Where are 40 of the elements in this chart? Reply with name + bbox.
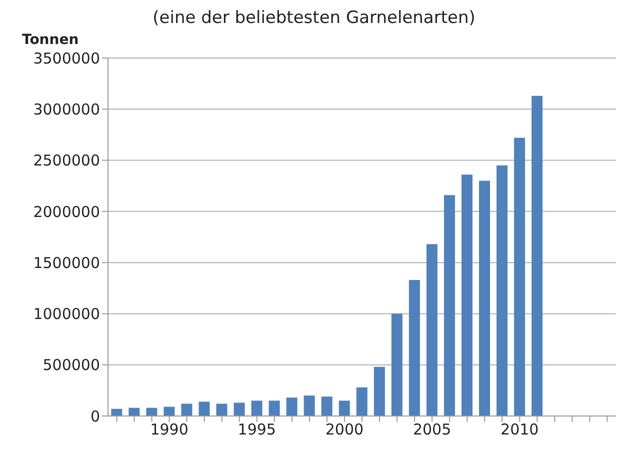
- y-tick-label: 500000: [42, 356, 100, 374]
- y-tick-label: 0: [90, 407, 100, 426]
- bar: [268, 400, 280, 416]
- bar: [391, 314, 402, 416]
- bar: [444, 195, 455, 416]
- bar: [216, 404, 228, 416]
- bar: [164, 406, 175, 416]
- bar: [408, 280, 420, 416]
- bar: [234, 402, 245, 416]
- y-tick-label: 3000000: [33, 100, 100, 118]
- bar: [426, 244, 438, 416]
- bar: [532, 96, 543, 416]
- bar: [146, 408, 158, 416]
- bar: [181, 404, 192, 416]
- x-tick-label: 1995: [238, 420, 276, 439]
- y-tick-label: 2500000: [33, 152, 100, 170]
- bar: [198, 402, 210, 416]
- bar: [251, 400, 262, 416]
- x-tick-label: 1990: [150, 420, 188, 439]
- x-tick-label: 2010: [500, 420, 539, 439]
- bar: [304, 396, 315, 416]
- bar: [496, 165, 508, 416]
- y-tick-label: 1000000: [33, 305, 100, 324]
- chart-subtitle: (eine der beliebtesten Garnelenarten): [152, 8, 476, 28]
- y-axis-title: Tonnen: [22, 32, 79, 48]
- bar: [111, 408, 122, 416]
- y-tick-label: 3500000: [33, 49, 100, 68]
- bar: [321, 396, 332, 416]
- bar: [338, 400, 350, 416]
- bar: [356, 387, 368, 416]
- bar: [514, 138, 526, 416]
- bar: [286, 398, 298, 416]
- bar: [479, 180, 490, 416]
- bar: [128, 408, 140, 416]
- bar: [374, 366, 385, 416]
- x-tick-label: 2000: [325, 420, 364, 439]
- y-tick-label: 2000000: [33, 202, 100, 221]
- y-tick-label: 1500000: [33, 254, 100, 272]
- x-tick-label: 2005: [412, 420, 452, 439]
- bar: [462, 174, 472, 416]
